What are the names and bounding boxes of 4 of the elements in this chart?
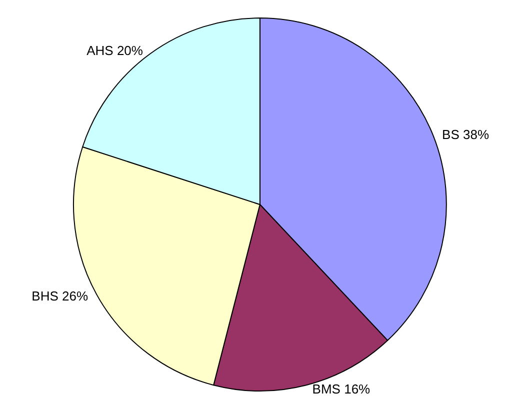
slice-label: BMS 16%	[312, 381, 371, 396]
slice-label: AHS 20%	[86, 42, 144, 58]
slice-label: BHS 26%	[32, 288, 88, 304]
slice-label: BS 38%	[442, 126, 490, 142]
